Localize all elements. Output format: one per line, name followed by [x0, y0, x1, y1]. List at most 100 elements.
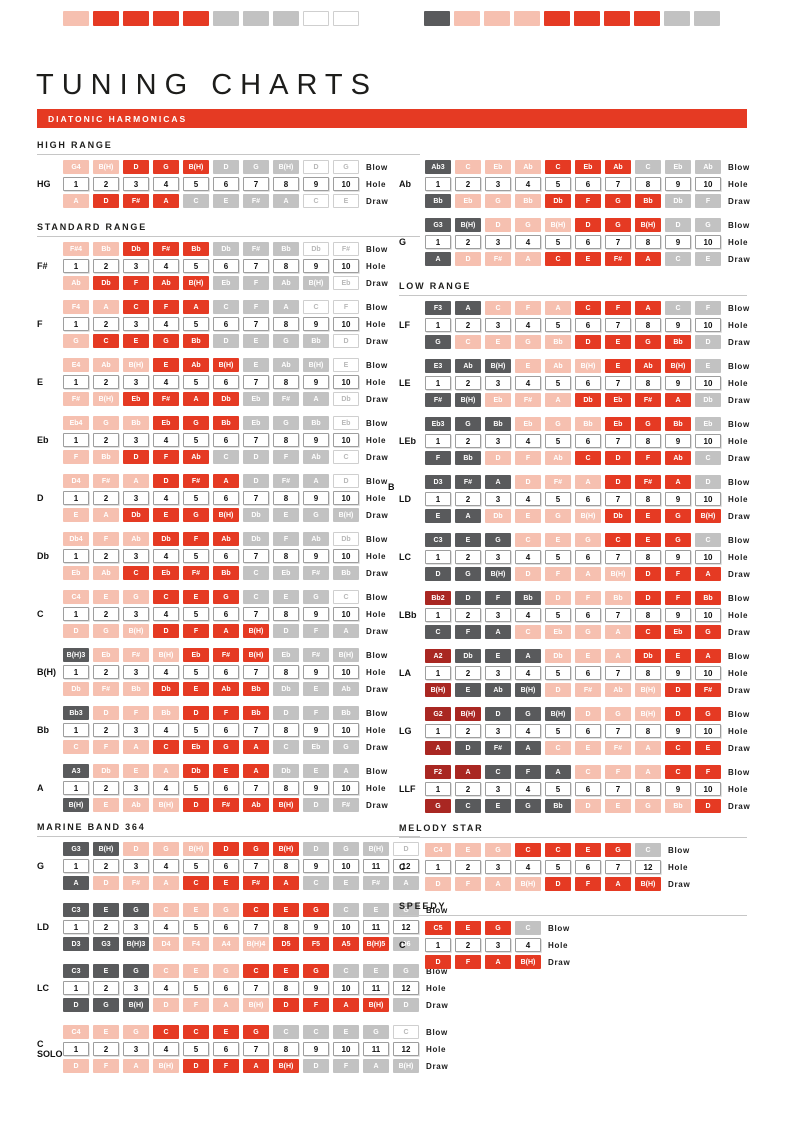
- chart-rows: E3 Ab B(H) E Ab B(H) E Ab B(H) E Blow 1 2 3 4 5 6 7 8 9 10 Ho…: [425, 359, 750, 407]
- hole-number-cell: 3: [485, 318, 511, 332]
- note-cell: B(H): [425, 683, 451, 697]
- draw-row: G C E G Bb D E G Bb D Draw: [63, 334, 388, 348]
- note-cell: G: [303, 508, 329, 522]
- hole-number-cell: 4: [515, 608, 541, 622]
- note-cell: D: [273, 998, 299, 1012]
- hole-number-cell: 4: [515, 782, 541, 796]
- hole-row: 1 2 3 4 5 6 7 8 9 10 Hole: [63, 433, 388, 447]
- hole-number-cell: 10: [333, 665, 359, 679]
- note-cell: G: [635, 335, 661, 349]
- blow-row: Eb4 G Bb Eb G Bb Eb G Bb Eb Blow: [63, 416, 388, 430]
- hole-number-cell: 1: [63, 665, 89, 679]
- chart-rows: F3 A C F A C F A C F Blow 1 2 3 4 5 6 7 8 9 10 Hole G C E G Bb D E G B…: [425, 301, 750, 349]
- hole-number-cell: 7: [605, 235, 631, 249]
- note-cell: E: [333, 1025, 359, 1039]
- note-cell: Db: [213, 392, 239, 406]
- hole-number-cell: 1: [425, 492, 451, 506]
- tuning-chart-eb: Eb Eb4 G Bb Eb G Bb Eb G Bb Eb Blow 1 2 3 4 5 6 7 8 9 10 Hole F…: [37, 416, 457, 464]
- note-cell: Eb: [63, 566, 89, 580]
- chart-rows: F#4 Bb Db F# Bb Db F# Bb Db F# Blow 1 2 3 4 5 6 7 8 9 10 Hole…: [63, 242, 388, 290]
- note-cell: D: [333, 334, 359, 348]
- note-cell: G: [393, 903, 419, 917]
- note-cell: A: [63, 876, 89, 890]
- note-cell: B(H): [183, 842, 209, 856]
- note-cell: C: [515, 843, 541, 857]
- note-cell: B(H): [93, 160, 119, 174]
- note-cell: D: [63, 998, 89, 1012]
- hole-number-cell: 10: [695, 782, 721, 796]
- draw-row: Db F# Bb Db E Ab Bb Db E Ab Draw: [63, 682, 388, 696]
- note-cell: C: [153, 964, 179, 978]
- hole-number-cell: 9: [303, 259, 329, 273]
- hole-number-cell: 12: [393, 981, 419, 995]
- cropped-note-cell: [273, 11, 299, 26]
- note-cell: F: [93, 1059, 119, 1073]
- note-cell: Ab: [93, 566, 119, 580]
- blow-row-label: Blow: [728, 651, 750, 661]
- note-cell: Bb: [515, 591, 541, 605]
- hole-row-label: Hole: [728, 726, 749, 736]
- tuning-chart-c: C C4 E G C E G C E G C Blow 1 2 3 4 5 6 7 8 9 10 Hole D G B(H) D F A…: [37, 590, 457, 638]
- hole-number-cell: 5: [545, 318, 571, 332]
- hole-number-cell: 6: [575, 724, 601, 738]
- note-cell: E: [545, 533, 571, 547]
- blow-row: Db4 F Ab Db F Ab Db F Ab Db Blow: [63, 532, 388, 546]
- note-cell: B(H): [635, 877, 661, 891]
- hole-number-cell: 10: [695, 235, 721, 249]
- hole-number-cell: 8: [635, 724, 661, 738]
- hole-number-cell: 2: [455, 938, 481, 952]
- chart-rows: A3 Db E A Db E A Db E A Blow 1 2 3 4 5 6 7 8 9 10 Hole B(H) E Ab…: [63, 764, 388, 812]
- hole-row: 1 2 3 4 5 6 7 8 9 10 Hole: [425, 318, 750, 332]
- hole-number-cell: 11: [363, 1042, 389, 1056]
- note-cell: D: [183, 706, 209, 720]
- note-cell: A: [605, 625, 631, 639]
- hole-number-cell: 3: [123, 665, 149, 679]
- draw-row-label: Draw: [426, 1000, 449, 1010]
- hole-row: 1 2 3 4 5 6 7 8 9 10 Hole: [63, 607, 388, 621]
- hole-row: 1 2 3 4 5 6 7 8 9 10 Hole: [63, 491, 388, 505]
- note-cell: F: [333, 300, 359, 314]
- draw-row: G C E G Bb D E G Bb D Draw: [425, 799, 750, 813]
- hole-number-cell: 2: [93, 723, 119, 737]
- tuning-chart-ld: LDC3EGCEGCEGCEGBlow123456789101112HoleD3…: [37, 903, 457, 951]
- hole-number-cell: 1: [63, 920, 89, 934]
- hole-number-cell: 9: [665, 318, 691, 332]
- hole-number-cell: 7: [243, 177, 269, 191]
- note-cell: F: [515, 765, 541, 779]
- note-cell: E: [183, 964, 209, 978]
- note-cell: F: [123, 276, 149, 290]
- note-cell: Bb: [545, 335, 571, 349]
- note-cell: Bb: [303, 416, 329, 430]
- note-cell: C: [545, 843, 571, 857]
- note-cell: E: [93, 903, 119, 917]
- note-cell: F: [545, 567, 571, 581]
- hole-number-cell: 5: [545, 376, 571, 390]
- hole-number-cell: 10: [333, 491, 359, 505]
- hole-number-cell: 1: [63, 1042, 89, 1056]
- hole-number-cell: 9: [665, 492, 691, 506]
- harmonica-key-label: HG: [37, 179, 51, 189]
- hole-number-cell: 2: [93, 781, 119, 795]
- hole-number-cell: 3: [123, 177, 149, 191]
- note-cell: G3: [63, 842, 89, 856]
- note-cell: G: [303, 590, 329, 604]
- note-cell: A: [213, 998, 239, 1012]
- chart-rows: C3EGCEGCEGCEGBlow123456789101112HoleD3G3…: [63, 903, 448, 951]
- note-cell: F: [153, 300, 179, 314]
- note-cell: C: [93, 334, 119, 348]
- note-cell: B(H): [393, 1059, 419, 1073]
- hole-number-cell: 3: [123, 607, 149, 621]
- note-cell: F: [485, 591, 511, 605]
- hole-row: 1 2 3 4 5 6 7 8 9 10 Hole: [425, 782, 750, 796]
- note-cell: F5: [303, 937, 329, 951]
- note-cell: Ab: [545, 359, 571, 373]
- note-cell: Db: [63, 682, 89, 696]
- hole-number-cell: 8: [273, 723, 299, 737]
- harmonica-key-label: LE: [399, 378, 411, 388]
- hole-number-cell: 8: [273, 781, 299, 795]
- note-cell: E: [455, 843, 481, 857]
- note-cell: Eb: [213, 276, 239, 290]
- hole-number-cell: 3: [485, 492, 511, 506]
